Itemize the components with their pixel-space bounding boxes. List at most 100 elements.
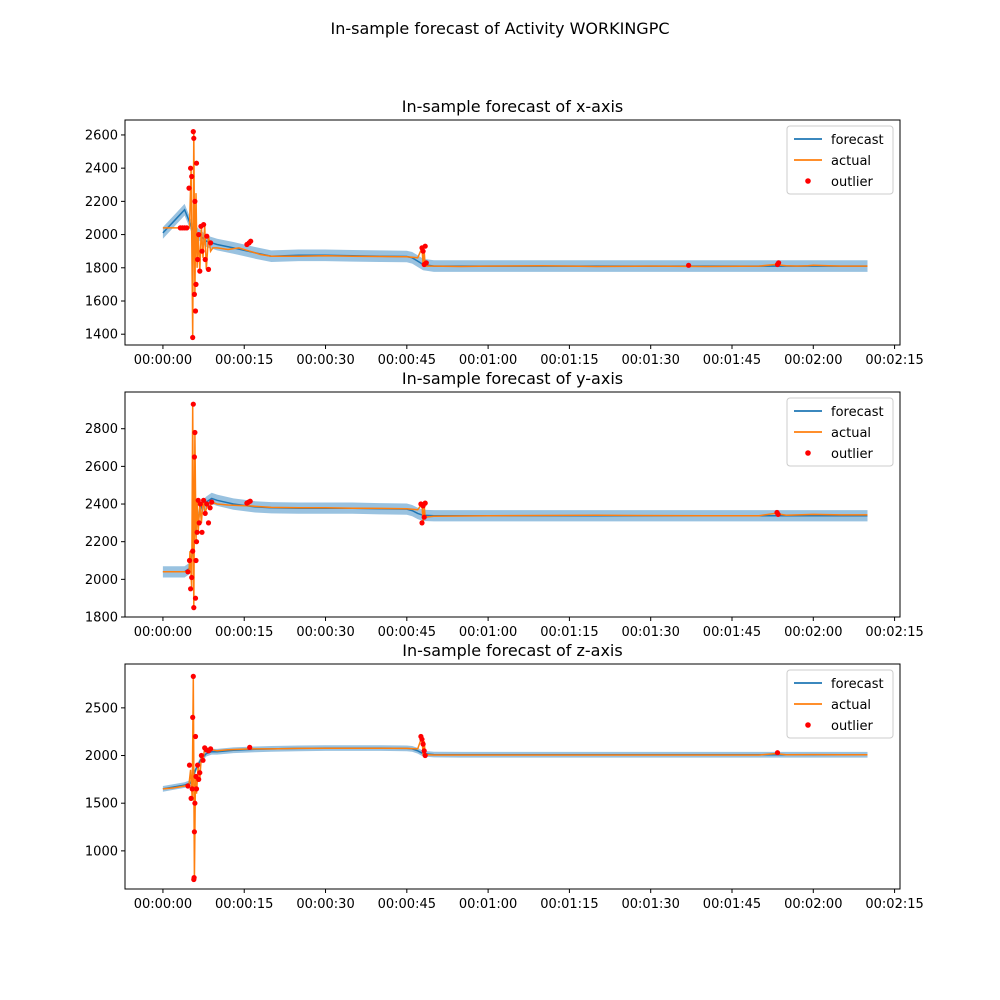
- axes-frame: [124, 119, 901, 346]
- outlier-point: [420, 248, 426, 254]
- outlier-point: [204, 233, 210, 239]
- outlier-point: [190, 129, 196, 135]
- x-tick-label: 00:01:15: [540, 625, 598, 640]
- y-tick-label: 2400: [85, 162, 118, 177]
- outlier-point: [205, 520, 212, 526]
- x-tick-label: 00:00:15: [215, 625, 273, 640]
- outlier-point: [422, 243, 428, 249]
- legend-outlier-label: outlier: [831, 175, 874, 190]
- outlier-point: [193, 557, 199, 564]
- outlier-point: [190, 334, 196, 341]
- outlier-point: [186, 185, 192, 191]
- subplot-1: In-sample forecast of x-axis 00:00:00 00:0…: [85, 97, 924, 368]
- x-tick-label: 00:00:15: [215, 353, 273, 368]
- x-tick-label: 00:01:30: [622, 353, 680, 368]
- outlier-point: [188, 795, 194, 802]
- outlier-point: [189, 786, 195, 792]
- x-tick-label: 00:02:00: [784, 353, 842, 368]
- outlier-point: [775, 511, 781, 517]
- axes-frame: [124, 663, 901, 890]
- outlier-point: [207, 505, 213, 511]
- x-tick-label: 00:00:45: [378, 353, 436, 368]
- x-tick-label: 00:00:45: [378, 897, 436, 912]
- outlier-point: [422, 500, 428, 506]
- outlier-point: [197, 501, 203, 507]
- outlier-point: [419, 736, 425, 742]
- subplot-title: In-sample forecast of z-axis: [402, 641, 622, 660]
- outlier-point: [193, 281, 199, 287]
- plot-area: [162, 401, 868, 611]
- legend-box: [786, 669, 894, 739]
- x-tick-label: 00:02:15: [865, 625, 923, 640]
- y-tick-label: 2000: [85, 228, 118, 243]
- outlier-point: [199, 248, 205, 254]
- outlier-point: [191, 454, 197, 460]
- outlier-point: [196, 520, 202, 526]
- x-tick-label: 00:02:00: [784, 897, 842, 912]
- outlier-point: [422, 752, 428, 759]
- x-tick-label: 00:01:15: [540, 353, 598, 368]
- outlier-point: [192, 733, 199, 740]
- subplot-title: In-sample forecast of y-axis: [402, 369, 623, 388]
- outlier-point: [202, 510, 208, 516]
- x-tick-label: 00:00:45: [378, 625, 436, 640]
- outlier-point: [186, 762, 193, 768]
- y-tick-label: 2500: [85, 701, 118, 716]
- x-tick-label: 00:00:15: [215, 897, 273, 912]
- x-tick-label: 00:01:30: [622, 897, 680, 912]
- outlier-point: [208, 746, 214, 752]
- outlier-point: [419, 520, 425, 526]
- outlier-point: [185, 783, 191, 789]
- subplots: In-sample forecast of x-axis 00:00:00 00:0…: [85, 97, 924, 912]
- outlier-point: [208, 240, 214, 246]
- actual-series-line: [162, 676, 868, 880]
- x-tick-label: 00:02:15: [865, 353, 923, 368]
- x-tick-label: 00:01:15: [540, 897, 598, 912]
- outlier-point: [195, 256, 201, 263]
- legend-box: [786, 397, 894, 467]
- outlier-point: [247, 498, 253, 504]
- y-tick-label: 2600: [85, 460, 118, 475]
- x-tick-label: 00:02:00: [784, 625, 842, 640]
- y-tick-label: 2200: [85, 195, 118, 210]
- forecast-interval-band: [162, 745, 868, 792]
- subplot-3: In-sample forecast of z-axis 00:00:00 00:0…: [85, 641, 924, 912]
- legend-outlier-label: outlier: [831, 719, 874, 734]
- outlier-point: [197, 770, 203, 776]
- outlier-point: [201, 497, 207, 503]
- legend-outlier-swatch: [805, 178, 811, 184]
- outlier-point: [204, 501, 210, 507]
- outlier-point: [193, 786, 200, 792]
- x-tick-label: 00:01:00: [459, 897, 517, 912]
- forecast-interval-band: [162, 492, 868, 578]
- outlier-point: [205, 266, 212, 272]
- x-tick-label: 00:01:45: [703, 897, 761, 912]
- y-tick-label: 1500: [85, 797, 118, 812]
- outlier-point: [184, 225, 190, 231]
- outlier-point: [185, 569, 191, 575]
- outlier-point: [188, 165, 194, 171]
- legend-actual-label: actual: [831, 154, 871, 169]
- x-tick-label: 00:01:00: [459, 353, 517, 368]
- x-tick-label: 00:01:00: [459, 625, 517, 640]
- y-tick-label: 1000: [85, 844, 118, 859]
- y-tick-label: 1400: [85, 328, 118, 343]
- legend-forecast-label: forecast: [831, 405, 884, 420]
- x-tick-label: 00:00:00: [134, 625, 192, 640]
- outlier-point: [191, 605, 197, 611]
- outlier-point: [190, 673, 196, 680]
- outlier-point: [420, 741, 426, 747]
- outlier-point: [190, 401, 196, 407]
- outlier-point: [190, 548, 196, 554]
- outlier-point: [188, 586, 194, 592]
- outlier-point: [686, 262, 692, 268]
- x-tick-label: 00:00:00: [134, 897, 192, 912]
- legend-box: [786, 125, 894, 195]
- y-tick-label: 2400: [85, 498, 118, 513]
- x-tick-label: 00:01:45: [703, 625, 761, 640]
- outlier-point: [192, 308, 199, 314]
- outlier-point: [191, 829, 197, 835]
- subplot-2: In-sample forecast of y-axis 00:00:00 00:0…: [85, 369, 924, 640]
- outlier-point: [186, 557, 193, 564]
